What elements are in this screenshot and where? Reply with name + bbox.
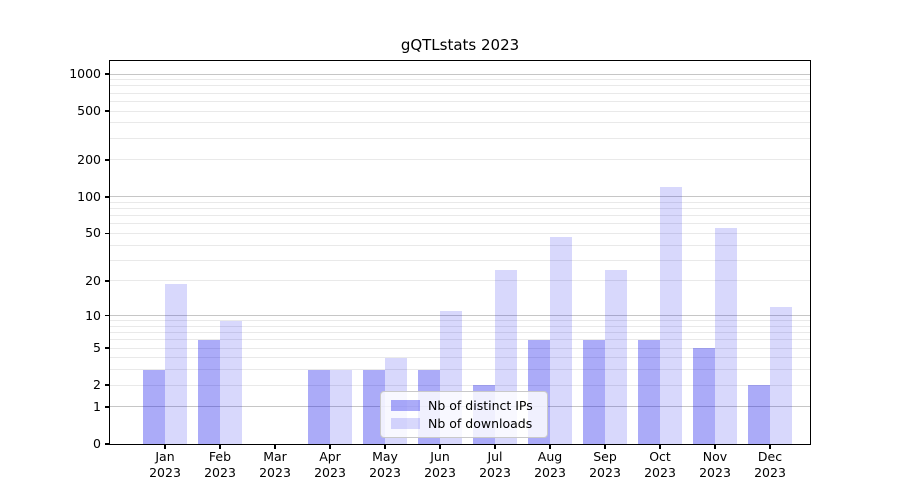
gridline-minor (110, 215, 810, 217)
y-axis-tick-label: 0 (93, 436, 101, 451)
x-tick-mark (769, 445, 771, 449)
y-tick-mark (105, 159, 109, 161)
gridline-minor (110, 137, 810, 139)
x-axis-tick-label: May 2023 (369, 449, 401, 480)
y-tick-mark (105, 406, 109, 408)
gridline-minor (110, 79, 810, 81)
gridline-minor (110, 357, 810, 359)
bar-downloads (715, 228, 737, 444)
y-tick-mark (105, 280, 109, 282)
gridline-minor (110, 85, 810, 87)
gridline-minor (110, 332, 810, 334)
x-tick-mark (494, 445, 496, 449)
x-tick-mark (604, 445, 606, 449)
legend-item-downloads: Nb of downloads (391, 417, 537, 430)
bar-distinct-ips (363, 369, 385, 444)
gridline-minor (110, 280, 810, 282)
bar-distinct-ips (583, 339, 605, 444)
bar-downloads (550, 236, 572, 444)
bar-downloads (605, 269, 627, 444)
x-axis-tick-label: Dec 2023 (754, 449, 786, 480)
y-axis-tick-label: 2 (93, 377, 101, 393)
x-tick-mark (384, 445, 386, 449)
bar-distinct-ips (748, 385, 770, 444)
gridline-minor (110, 384, 810, 386)
gridline-minor (110, 232, 810, 234)
gridline-minor (110, 110, 810, 112)
x-axis-tick-label: Jun 2023 (424, 449, 456, 480)
y-tick-mark (105, 347, 109, 349)
bar-distinct-ips (638, 339, 660, 444)
x-axis-tick-label: Feb 2023 (204, 449, 236, 480)
legend-item-distinct-ips: Nb of distinct IPs (391, 399, 537, 412)
gridline-minor (110, 259, 810, 261)
bar-downloads (220, 320, 242, 444)
legend: Nb of distinct IPs Nb of downloads (380, 391, 548, 438)
y-axis-tick-label: 20 (85, 272, 101, 288)
y-axis-tick-label: 1000 (69, 66, 101, 81)
x-axis-tick-label: Aug 2023 (534, 449, 566, 480)
gridline-minor (110, 369, 810, 371)
y-axis-tick-label: 500 (77, 103, 101, 119)
gridline-minor (110, 325, 810, 327)
gridline-major (110, 196, 810, 198)
y-tick-mark (105, 384, 109, 386)
y-tick-mark (105, 232, 109, 235)
y-axis-tick-label: 50 (85, 225, 101, 241)
gridline-minor (110, 223, 810, 225)
y-axis-tick-label: 200 (77, 151, 101, 167)
gridline-major (110, 73, 810, 75)
y-tick-mark (105, 196, 109, 198)
y-axis-tick-label: 10 (85, 307, 101, 323)
gridline-minor (110, 92, 810, 94)
plot-area (105, 60, 811, 449)
y-axis-tick-label: 1 (93, 398, 101, 414)
bar-distinct-ips (308, 369, 330, 444)
y-tick-mark (105, 314, 109, 317)
x-axis-tick-label: Mar 2023 (259, 449, 291, 480)
gridline-minor (110, 244, 810, 246)
x-axis-tick-label: Oct 2023 (644, 449, 676, 480)
x-axis-tick-label: Jan 2023 (149, 449, 181, 480)
x-tick-mark (659, 445, 661, 449)
y-tick-mark (105, 73, 109, 75)
gridline-minor (110, 320, 810, 322)
x-tick-mark (274, 445, 276, 449)
bar-distinct-ips (198, 339, 220, 444)
x-tick-mark (439, 445, 441, 449)
bar-distinct-ips (693, 348, 715, 444)
y-axis-tick-label: 5 (93, 340, 101, 356)
x-tick-mark (549, 445, 551, 449)
gridline-minor (110, 347, 810, 349)
gridline-minor (110, 339, 810, 341)
x-tick-mark (219, 445, 221, 449)
gridline-minor (110, 100, 810, 102)
x-tick-mark (329, 445, 331, 449)
legend-label-distinct-ips: Nb of distinct IPs (428, 398, 533, 413)
x-axis-tick-label: Apr 2023 (314, 449, 346, 480)
gridline-minor (110, 208, 810, 210)
legend-swatch-downloads (391, 418, 420, 429)
bar-downloads (165, 283, 187, 444)
gridline-minor (110, 122, 810, 124)
x-axis-tick-label: Jul 2023 (479, 449, 511, 480)
legend-label-downloads: Nb of downloads (428, 416, 533, 431)
gridline-major (110, 315, 810, 317)
gridline-minor (110, 201, 810, 203)
gridline-minor (110, 159, 810, 161)
y-tick-mark (105, 443, 109, 445)
bar-distinct-ips (143, 369, 165, 444)
bar-downloads (330, 369, 352, 444)
bar-downloads (770, 306, 792, 444)
x-tick-mark (164, 445, 166, 449)
x-tick-mark (714, 445, 716, 449)
legend-swatch-distinct-ips (391, 400, 420, 411)
x-axis-tick-label: Sep 2023 (589, 449, 621, 480)
bar-downloads (660, 187, 682, 444)
chart-title: gQTLstats 2023 (400, 36, 520, 54)
y-tick-mark (105, 110, 109, 112)
y-axis-tick-label: 100 (77, 188, 101, 204)
x-axis-tick-label: Nov 2023 (699, 449, 731, 480)
